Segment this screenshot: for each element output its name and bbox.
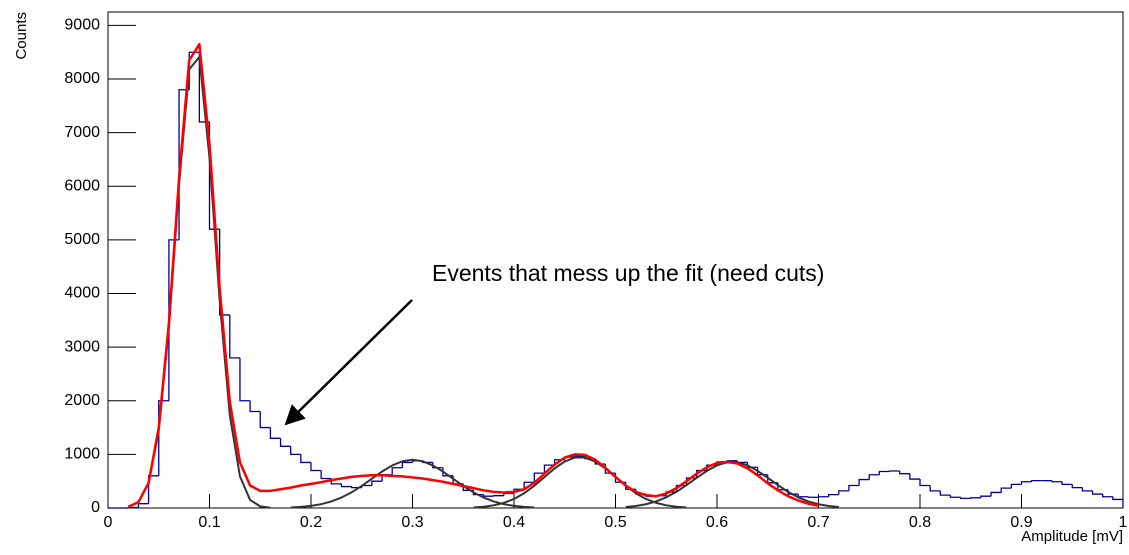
- histogram-bin: [959, 497, 971, 499]
- histogram-bin: [239, 357, 251, 402]
- x-tick-label: 0: [104, 514, 113, 531]
- fit-curve: [127, 42, 819, 509]
- histogram-bin: [817, 496, 829, 498]
- histogram-bin: [1102, 494, 1113, 498]
- x-tick-label: 1: [1119, 514, 1128, 531]
- y-tick-label: 8000: [64, 70, 100, 87]
- histogram-bin: [1071, 484, 1083, 489]
- histogram-bin: [300, 454, 311, 464]
- histogram-bin: [807, 496, 819, 498]
- histogram-bin: [391, 467, 403, 475]
- histogram-bin: [371, 480, 383, 486]
- y-tick-label: 4000: [64, 285, 100, 302]
- histogram-bin: [888, 470, 900, 472]
- fit-curve: [473, 456, 687, 509]
- x-tick-label: 0.5: [604, 514, 626, 531]
- y-tick-label: 5000: [64, 231, 100, 248]
- fit-curve: [290, 458, 535, 509]
- histogram-bin: [259, 411, 271, 429]
- histogram-bin: [919, 479, 931, 487]
- y-tick-label: 9000: [64, 17, 100, 34]
- y-tick-label: 1000: [64, 446, 100, 463]
- annotation-arrow: [284, 299, 413, 426]
- histogram-bin: [878, 470, 890, 475]
- histogram-bin: [482, 494, 494, 497]
- x-tick-label: 0.6: [706, 514, 728, 531]
- histogram-bin: [1091, 490, 1103, 495]
- histogram-bin: [1020, 481, 1032, 485]
- histogram-bin: [1000, 487, 1012, 493]
- histogram-bin: [909, 473, 920, 480]
- histogram-bin: [675, 484, 687, 492]
- histogram-bin: [127, 506, 139, 509]
- histogram-bin: [868, 474, 880, 480]
- histogram-bin: [939, 490, 951, 496]
- histogram-bin: [1081, 487, 1093, 492]
- histogram-bin: [980, 495, 992, 498]
- annotation: Events that mess up the fit (need cuts): [432, 260, 824, 286]
- histogram-bin: [1031, 480, 1042, 482]
- histogram-bin: [828, 493, 839, 497]
- histogram-bin: [432, 462, 443, 469]
- histogram-bin: [249, 400, 261, 413]
- histogram-bin: [838, 490, 849, 495]
- histogram-bin: [523, 481, 535, 490]
- histogram-bin: [340, 483, 352, 488]
- histogram-bin: [229, 314, 240, 359]
- histogram-bin: [219, 229, 230, 316]
- histogram-bin: [899, 471, 910, 475]
- histogram-bin: [1051, 480, 1063, 483]
- histogram-bin: [137, 503, 149, 508]
- histogram-bin: [269, 427, 281, 439]
- histogram-bin: [970, 497, 981, 499]
- y-axis-title: Counts: [13, 12, 30, 60]
- y-tick-label: 3000: [64, 338, 100, 355]
- histogram-bin: [1112, 496, 1123, 501]
- histogram-bin: [858, 478, 870, 486]
- histogram-bin: [320, 470, 332, 480]
- histogram-bin: [1061, 481, 1073, 486]
- plot-area: 0 0.1 0.2 0.3 0.4 0.5 0.6 0.7 0.8 0.9 1 0 1000 2000 30…: [64, 17, 1127, 531]
- histogram-bin: [493, 495, 504, 497]
- x-tick-label: 0.4: [503, 514, 525, 531]
- histogram-bin: [147, 475, 159, 504]
- histogram-bin: [533, 472, 545, 483]
- histogram-bin: [929, 485, 941, 492]
- histogram-bin: [848, 484, 860, 491]
- y-tick-label: 6000: [64, 177, 100, 194]
- x-axis-title: Amplitude [mV]: [1021, 528, 1123, 545]
- y-tick-label: 0: [91, 499, 100, 516]
- x-tick-label: 0.9: [1010, 514, 1032, 531]
- x-tick-label: 0.8: [909, 514, 931, 531]
- histogram-bin: [543, 464, 555, 474]
- x-tick-label: 0.3: [401, 514, 423, 531]
- y-tick-label: 7000: [64, 124, 100, 141]
- histogram-bin: [685, 477, 697, 486]
- y-tick-label: 2000: [64, 392, 100, 409]
- histogram-bin: [158, 400, 169, 476]
- x-tick-label: 0.2: [300, 514, 322, 531]
- histogram-bin: [310, 462, 322, 472]
- histogram-bin: [990, 491, 1002, 497]
- histogram-bin: [279, 438, 291, 447]
- x-tick-label: 0.7: [807, 514, 829, 531]
- histogram-bin: [949, 495, 961, 498]
- histogram-bin: [290, 446, 301, 456]
- histogram-bin: [1010, 483, 1022, 489]
- histogram-bin: [401, 461, 413, 468]
- x-tick-label: 0.1: [198, 514, 220, 531]
